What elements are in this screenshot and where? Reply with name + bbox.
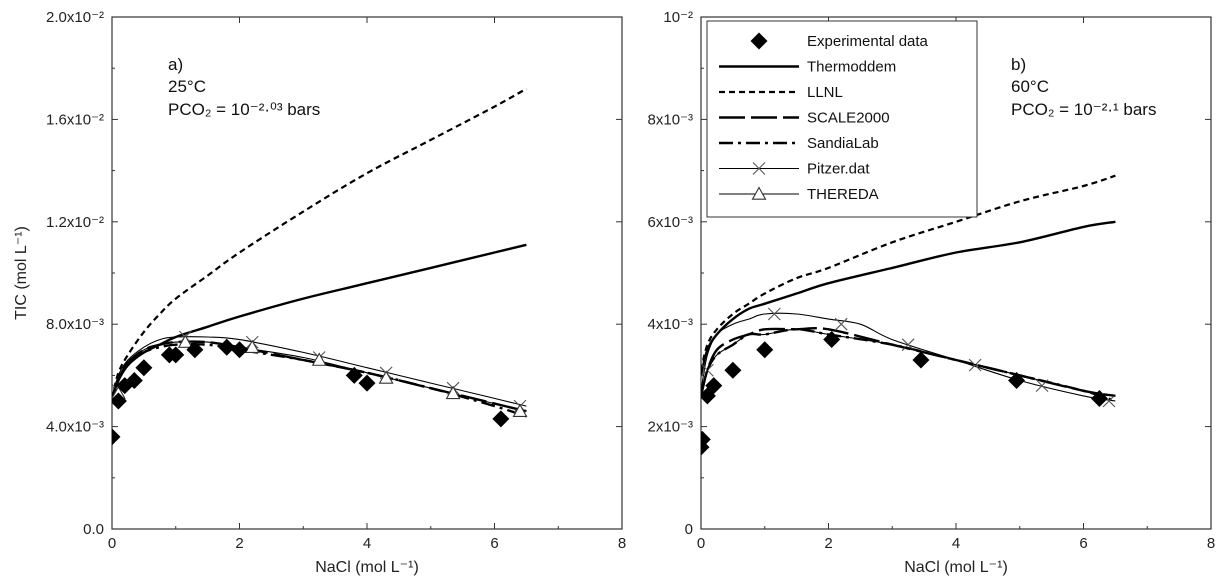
panel-label: b) [1011,55,1026,74]
x-axis-label: NaCl (mol L⁻¹) [904,559,1008,576]
y-tick-label: 10⁻² [663,9,693,26]
y-tick-label: 8x10⁻³ [648,111,693,128]
legend-entry-label: LLNL [807,84,843,101]
right-panel-chart: 0 2 4 6 8 0 2x10⁻³ 4x10⁻³ 6x10⁻³ 8x10⁻³ 10⁻² NaCl (… [648,9,1216,576]
series-line-thereda [112,341,527,412]
experimental-data-point [492,410,510,428]
experimental-data-point [186,341,204,359]
experimental-data-point [705,377,723,395]
y-tick-label: 2.0x10⁻² [46,9,104,26]
experimental-data-point [823,331,841,349]
experimental-data-point [724,361,742,379]
legend-triangle-marker-icon [751,186,767,200]
x-tick-label: 8 [1207,535,1215,552]
y-tick-label: 8.0x10⁻³ [46,316,104,333]
thereda-marker [177,334,193,348]
y-tick-label: 0.0 [83,521,104,538]
pco2-label: PCO₂ = 10⁻²·⁰³ bars [168,100,320,119]
x-tick-label: 8 [618,535,626,552]
legend-x-marker-icon [752,162,766,175]
temperature-label: 25°C [168,77,206,96]
pitzer-marker [767,307,781,321]
legend-entry-label: SCALE2000 [807,110,890,127]
series-line-thereda [701,328,1116,397]
thereda-marker [311,352,327,366]
experimental-data-point [218,338,236,356]
series-line-pitzer-dat [701,312,1116,402]
y-tick-label: 0 [685,521,693,538]
legend-diamond-icon [750,32,768,50]
y-axis-label: TIC (mol L⁻¹) [13,226,30,320]
y-tick-label: 6x10⁻³ [648,214,693,231]
legend-box [706,20,978,218]
legend-entry-label: THEREDA [807,186,879,203]
thereda-marker [512,403,528,417]
thereda-marker [244,339,260,353]
y-tick-label: 2x10⁻³ [648,419,693,436]
series-line-scale2000 [701,327,1116,398]
legend-entry-label: Thermoddem [807,59,896,76]
legend: Experimental data Thermoddem LLNL SCALE2000… [706,20,978,218]
experimental-data-point [345,366,363,384]
thereda-marker [378,370,394,384]
experimental-data-point [135,359,153,377]
series-line-sandialab [701,328,1116,403]
y-tick-label: 1.2x10⁻² [46,214,104,231]
experimental-data-point [112,392,127,410]
y-tick-label: 1.6x10⁻² [46,111,104,128]
legend-entry-label: SandiaLab [807,135,879,152]
experimental-data-point [756,341,774,359]
experimental-data-point [1090,389,1108,407]
plot-area [701,174,1116,456]
y-tick-label: 4x10⁻³ [648,316,693,333]
x-tick-label: 0 [108,535,116,552]
series-line-llnl [701,174,1116,371]
experimental-data-point [231,341,248,359]
series-line-llnl [112,87,527,399]
x-tick-label: 4 [952,535,960,552]
panel-label: a) [168,55,183,74]
pitzer-marker [834,317,848,331]
legend-entry-label: Experimental data [807,33,929,50]
left-panel-chart: 0 2 4 6 8 0.0 4.0x10⁻³ 8.0x10⁻³ 1.2x10⁻² 1.6x10⁻²… [13,9,626,576]
x-axis-label: NaCl (mol L⁻¹) [315,559,419,576]
temperature-label: 60°C [1011,77,1049,96]
x-tick-label: 6 [490,535,498,552]
experimental-data-point [112,428,121,446]
experimental-data-point [701,430,711,448]
x-tick-label: 4 [363,535,371,552]
x-tick-label: 2 [824,535,832,552]
experimental-data-point [1008,372,1026,390]
thereda-marker [445,385,461,400]
series-line-pitzer-dat [112,336,527,407]
experimental-data-point [167,346,185,364]
experimental-data-point [701,387,716,405]
experimental-data-point [358,374,376,392]
experimental-data-point [912,351,930,369]
y-tick-label: 4.0x10⁻³ [46,419,104,436]
x-tick-label: 6 [1079,535,1087,552]
plot-area [112,87,528,446]
experimental-data-point [125,372,143,390]
pco2-label: PCO₂ = 10⁻²·¹ bars [1011,100,1156,119]
x-tick-label: 2 [235,535,243,552]
series-line-thermoddem [112,243,527,399]
legend-entry-label: Pitzer.dat [807,161,870,178]
x-tick-label: 0 [697,535,705,552]
